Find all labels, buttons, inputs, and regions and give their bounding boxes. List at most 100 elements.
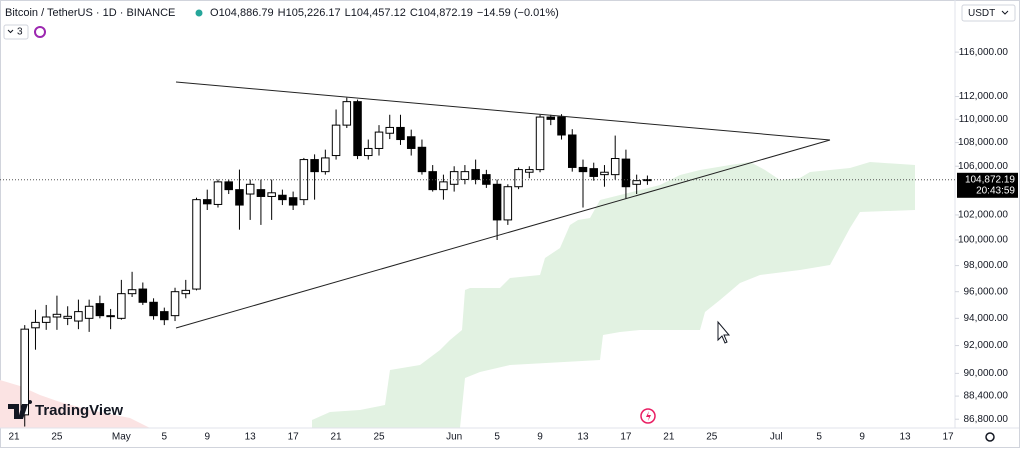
x-tick-label: 13 xyxy=(577,432,589,443)
candle-body xyxy=(449,171,459,185)
countdown: 20:43:59 xyxy=(976,185,1015,196)
candle-body xyxy=(20,328,29,416)
symbol-title[interactable]: Bitcoin / TetherUS · 1D · BINANCE xyxy=(5,7,175,19)
candle-body xyxy=(224,181,233,191)
candle-body xyxy=(589,168,598,177)
x-tick-label: 17 xyxy=(942,432,954,443)
x-tick-label: 13 xyxy=(899,432,911,443)
indicator-count: 3 xyxy=(17,27,23,38)
y-tick-label: 94,000.00 xyxy=(964,313,1009,324)
candle-body xyxy=(331,124,341,157)
candle-body xyxy=(321,157,330,173)
candle-body xyxy=(525,169,534,173)
brand[interactable]: TradingView xyxy=(35,402,123,419)
candle-body xyxy=(514,169,523,188)
cursor xyxy=(717,320,731,344)
ohlc-key: L xyxy=(345,7,351,19)
x-tick-label: 13 xyxy=(245,432,257,443)
pink-cloud xyxy=(0,380,150,428)
y-tick-label: 110,000.00 xyxy=(959,114,1009,125)
candle-body xyxy=(267,192,276,197)
candle-body xyxy=(374,131,384,149)
candle-body xyxy=(342,101,352,126)
y-tick-label: 86,800.00 xyxy=(964,414,1009,425)
y-tick-label: 90,000.00 xyxy=(964,368,1009,379)
candle-body xyxy=(245,183,255,195)
candle-body xyxy=(439,181,448,191)
ohlc-value: 105,226.17 xyxy=(286,7,341,19)
x-tick-label: 21 xyxy=(8,432,20,443)
candle-body xyxy=(138,288,148,303)
candle-body xyxy=(460,171,470,180)
ohlc-legend: O104,886.79 H105,226.17 L104,457.12 C104,87… xyxy=(210,7,559,19)
candle-body xyxy=(546,116,556,120)
settings-icon[interactable] xyxy=(985,432,995,442)
ohlc-key: C xyxy=(410,7,418,19)
ichimoku-cloud xyxy=(312,162,915,428)
candle-body xyxy=(600,171,609,176)
trendline-lower xyxy=(175,139,831,329)
x-tick-label: 9 xyxy=(204,432,210,443)
candle-body xyxy=(52,313,62,318)
status-dot xyxy=(195,9,203,17)
candle-body xyxy=(84,305,94,319)
sync-icon[interactable] xyxy=(34,26,46,38)
candle-body xyxy=(643,179,652,182)
candle-body xyxy=(503,186,513,221)
current-price-label: 104,872.19 xyxy=(965,174,1015,185)
candle-body xyxy=(557,116,566,136)
x-tick-label: 5 xyxy=(494,432,500,443)
x-tick-label: 5 xyxy=(162,432,168,443)
y-tick-label: 112,000.00 xyxy=(959,91,1009,102)
candle-body xyxy=(202,199,212,205)
x-tick-label: 25 xyxy=(51,432,63,443)
candle-body xyxy=(181,289,191,295)
x-tick-label: 21 xyxy=(331,432,343,443)
candle-body xyxy=(63,315,72,319)
candle-body xyxy=(41,316,51,323)
event-bolt xyxy=(646,411,651,421)
candle-body xyxy=(117,293,126,319)
y-tick-label: 100,000.00 xyxy=(958,235,1008,246)
candle-body xyxy=(310,159,319,173)
x-tick-label: 25 xyxy=(706,432,718,443)
x-tick-label: 5 xyxy=(816,432,822,443)
candle-body xyxy=(278,194,287,201)
x-tick-label: 17 xyxy=(620,432,632,443)
x-tick-label: 21 xyxy=(663,432,675,443)
candle-body xyxy=(417,146,427,173)
chevron xyxy=(7,29,14,34)
candle-body xyxy=(288,197,298,206)
candle-body xyxy=(610,158,620,176)
y-tick-label: 98,000.00 xyxy=(964,260,1009,271)
candle-body xyxy=(256,189,266,197)
candle-body xyxy=(95,303,105,317)
event-icon[interactable] xyxy=(640,408,656,424)
current-price-box xyxy=(957,172,1018,198)
candle-body xyxy=(535,116,545,171)
x-tick-label: 9 xyxy=(537,432,543,443)
trendline-upper xyxy=(175,81,831,141)
candle-body xyxy=(632,180,641,185)
currency: USDT xyxy=(968,8,995,19)
candle-body xyxy=(213,181,223,205)
candle-body xyxy=(74,311,83,322)
candle-body xyxy=(353,101,362,157)
x-tick-label: 9 xyxy=(859,432,865,443)
ohlc-change: −14.59 (−0.01%) xyxy=(477,7,559,19)
candle-body xyxy=(428,171,437,191)
chevron xyxy=(1001,10,1009,15)
indicators-toggle[interactable] xyxy=(3,24,29,40)
x-tick-label: Jun xyxy=(446,432,462,443)
ohlc-value: 104,872.19 xyxy=(418,7,473,19)
candle-body xyxy=(621,158,631,188)
y-tick-label: 88,400.00 xyxy=(964,391,1009,402)
candle-body xyxy=(127,289,137,295)
candle-body xyxy=(492,183,502,221)
currency-button[interactable] xyxy=(961,4,1016,22)
y-tick-label: 108,000.00 xyxy=(958,137,1008,148)
x-tick-label: May xyxy=(112,432,131,443)
candle-body xyxy=(106,315,115,318)
